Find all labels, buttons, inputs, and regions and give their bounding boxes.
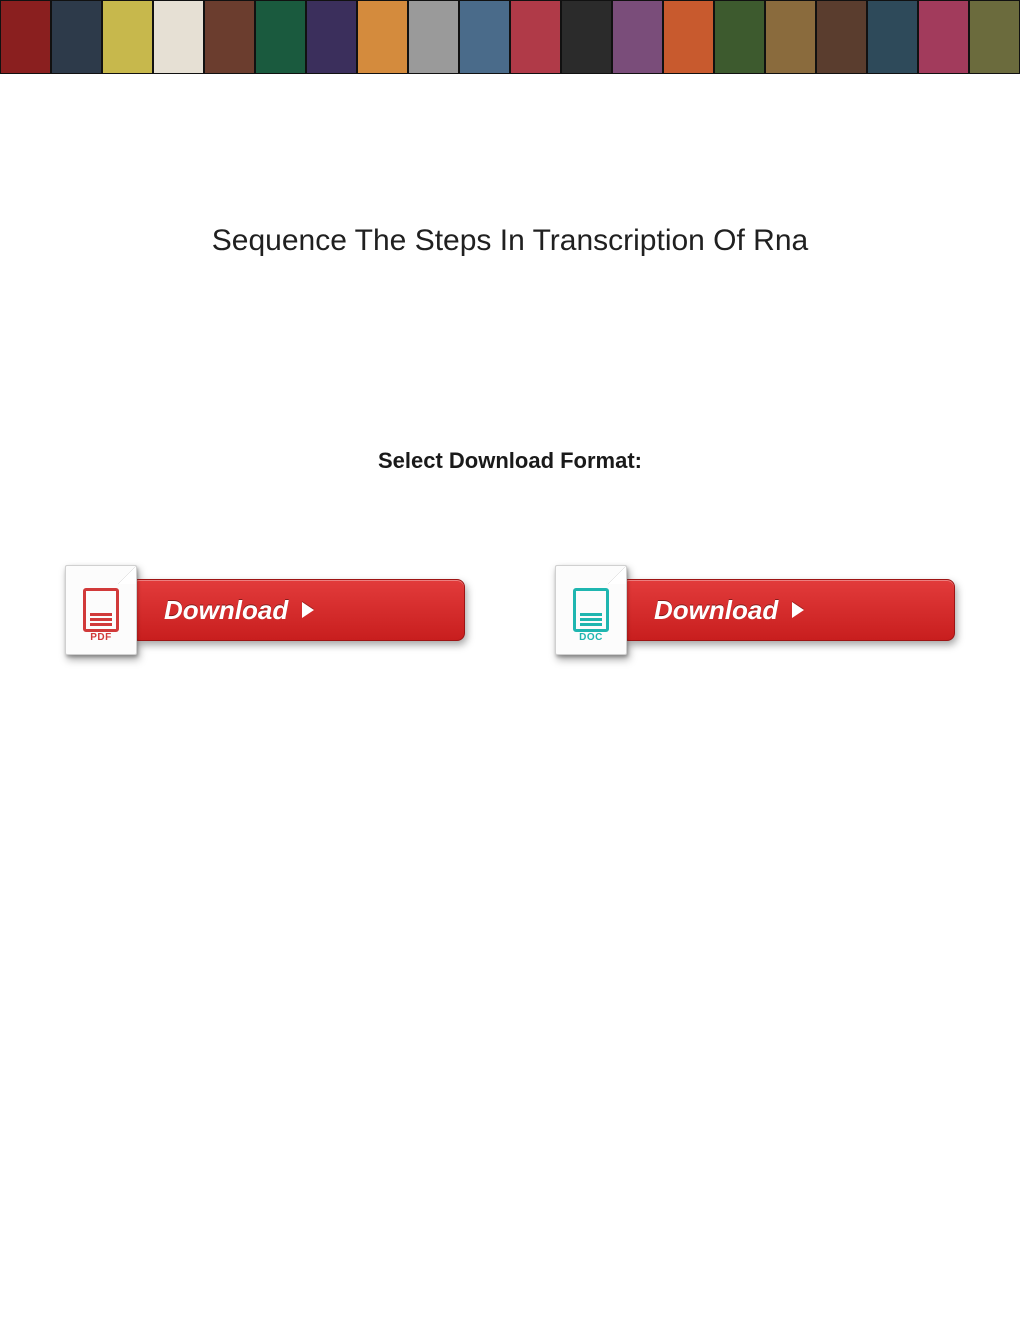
banner-thumb — [969, 0, 1020, 74]
banner-thumb — [612, 0, 663, 74]
play-arrow-icon — [792, 602, 804, 618]
banner-thumb — [765, 0, 816, 74]
pdf-file-label: PDF — [90, 632, 112, 643]
doc-file-label: DOC — [579, 632, 603, 643]
banner-thumb — [663, 0, 714, 74]
banner-thumb — [255, 0, 306, 74]
banner-thumb — [0, 0, 51, 74]
download-doc-pill: Download — [621, 579, 955, 641]
main-content: Sequence The Steps In Transcription Of R… — [0, 224, 1020, 651]
banner-thumb — [51, 0, 102, 74]
banner-thumb — [561, 0, 612, 74]
page-title: Sequence The Steps In Transcription Of R… — [60, 224, 960, 258]
banner-thumb — [867, 0, 918, 74]
banner-thumb — [918, 0, 969, 74]
download-format-subtitle: Select Download Format: — [60, 448, 960, 474]
pdf-glyph: PDF — [83, 588, 119, 632]
banner-thumb — [102, 0, 153, 74]
banner-thumb — [204, 0, 255, 74]
banner-thumb — [306, 0, 357, 74]
banner-thumb — [459, 0, 510, 74]
banner-thumb — [153, 0, 204, 74]
banner-thumb — [408, 0, 459, 74]
download-buttons-row: PDF Download DOC Download — [60, 569, 960, 651]
banner-thumb — [510, 0, 561, 74]
banner-thumb — [714, 0, 765, 74]
download-pdf-button[interactable]: PDF Download — [65, 569, 465, 651]
play-arrow-icon — [302, 602, 314, 618]
banner-thumb — [816, 0, 867, 74]
banner-thumb — [357, 0, 408, 74]
download-pdf-label: Download — [164, 595, 288, 626]
doc-glyph: DOC — [573, 588, 609, 632]
download-pdf-pill: Download — [131, 579, 465, 641]
doc-file-icon: DOC — [555, 565, 627, 655]
pdf-file-icon: PDF — [65, 565, 137, 655]
download-doc-label: Download — [654, 595, 778, 626]
download-doc-button[interactable]: DOC Download — [555, 569, 955, 651]
thumbnail-banner — [0, 0, 1020, 74]
